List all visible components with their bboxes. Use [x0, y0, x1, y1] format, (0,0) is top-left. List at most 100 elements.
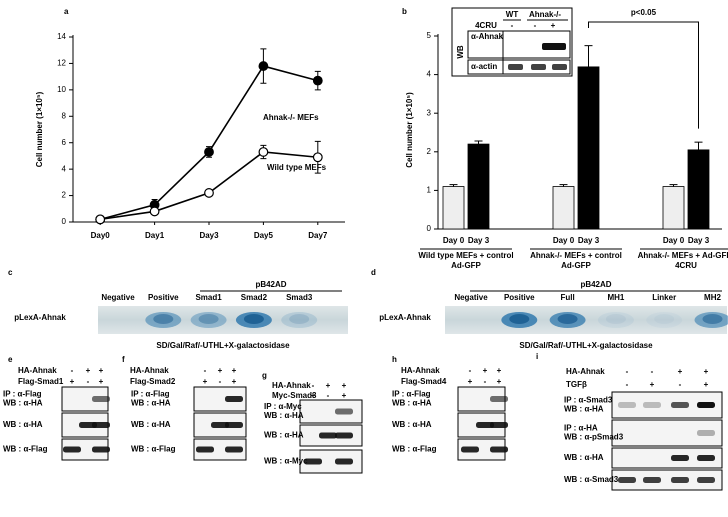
column-label: Smad1	[195, 293, 222, 302]
panel-letter: e	[8, 355, 13, 364]
column-label: Positive	[148, 293, 179, 302]
y-tick-label: 14	[57, 32, 66, 41]
treatment-sign: +	[497, 366, 502, 375]
treatment-sign: +	[650, 380, 655, 389]
panel-letter: g	[262, 371, 267, 380]
colony-core	[198, 314, 219, 324]
blot-label: WB : α-Flag	[3, 445, 48, 454]
blot-label: WB : α-Flag	[392, 445, 437, 454]
treatment-sign: +	[311, 391, 316, 400]
y-axis-title: Cell number (1×10⁵)	[405, 92, 414, 168]
band	[335, 408, 353, 415]
blot-label: IP : α-Flag	[3, 390, 42, 399]
series-line	[100, 151, 318, 221]
x-tick-label: Day5	[254, 231, 274, 240]
x-tick-label: Day0	[91, 231, 111, 240]
bar	[442, 186, 465, 230]
inset-treatment: 4CRU	[475, 21, 497, 30]
treatment-sign: +	[326, 381, 331, 390]
column-label: Linker	[652, 293, 676, 302]
band	[225, 446, 243, 453]
band	[508, 64, 523, 70]
blot-label: α-Ahnak	[471, 32, 504, 41]
treatment-sign: -	[219, 377, 222, 386]
treatment-sign: +	[99, 366, 104, 375]
treatment-sign: +	[704, 367, 709, 376]
blot-frame	[611, 447, 723, 469]
band	[319, 432, 337, 439]
treatment-sign: -	[626, 380, 629, 389]
panel-letter: a	[64, 7, 69, 16]
band	[643, 477, 661, 483]
blot-frame	[299, 449, 363, 474]
treatment-label: Flag-Smad4	[401, 377, 447, 386]
data-point	[312, 75, 323, 86]
colony-core	[702, 314, 723, 324]
colony	[190, 312, 227, 328]
treatment-sign: -	[626, 367, 629, 376]
treatment-sign: +	[99, 377, 104, 386]
treatment-sign: +	[342, 391, 347, 400]
treatment-label: Flag-Smad1	[18, 377, 64, 386]
column-label: MH1	[607, 293, 624, 302]
blot-frame	[193, 438, 247, 461]
treatment-label: HA-Ahnak	[401, 366, 440, 375]
panel-letter: i	[536, 352, 538, 361]
band	[618, 477, 636, 483]
treatment-sign: +	[232, 377, 237, 386]
column-label: Negative	[101, 293, 135, 302]
band	[304, 458, 322, 465]
blot-label: IP : α-Flag	[392, 390, 431, 399]
column-label: MH2	[704, 293, 721, 302]
blot-label: WB : α-HA	[392, 420, 432, 429]
treatment-sign: +	[704, 380, 709, 389]
y-tick-label: 8	[62, 111, 67, 120]
data-point	[258, 147, 269, 157]
bar	[577, 66, 600, 230]
blot-frame	[611, 419, 723, 447]
column-label: Positive	[504, 293, 535, 302]
blot-label: IP : α-HA	[564, 424, 598, 433]
y-tick-label: 0	[427, 224, 432, 233]
bar	[662, 186, 685, 230]
treatment-sign: +	[483, 366, 488, 375]
treatment-sign: +	[70, 377, 75, 386]
blot-label: WB : α-Flag	[131, 445, 176, 454]
band	[697, 455, 715, 461]
plate-strip	[98, 306, 348, 334]
data-point	[204, 188, 214, 198]
treatment-sign: -	[327, 391, 330, 400]
bar-label: Day 3	[688, 236, 710, 245]
blot-frame	[611, 469, 723, 491]
y-tick-label: 5	[427, 31, 432, 40]
caption: SD/Gal/Raf/-UTHL+X-galactosidase	[519, 341, 653, 350]
treatment-sign: +	[468, 377, 473, 386]
category-label: Wild type MEFs + control Ad-GFP	[418, 251, 514, 270]
blot-label: IP : α-Flag	[131, 390, 170, 399]
blot-label: WB : α-HA	[564, 453, 604, 462]
bar-label: Day 3	[578, 236, 600, 245]
colony	[646, 312, 683, 328]
row-label: pLexA-Ahnak	[14, 313, 66, 322]
blot-label: WB : α-HA	[264, 411, 304, 420]
band	[552, 64, 567, 70]
band	[335, 432, 353, 439]
treatment-sign: +	[342, 381, 347, 390]
y-tick-label: 3	[427, 108, 432, 117]
band	[211, 422, 229, 428]
series-label: Ahnak-/- MEFs	[263, 113, 319, 122]
treatment-label: HA-Ahnak	[272, 381, 311, 390]
treatment-sign: -	[484, 377, 487, 386]
y-tick-label: 6	[62, 138, 67, 147]
x-tick-label: Day3	[199, 231, 219, 240]
data-point	[149, 206, 160, 217]
band	[671, 477, 689, 483]
y-tick-label: 12	[57, 59, 66, 68]
inset-sign: -	[511, 21, 514, 30]
blot-label: WB : α-HA	[3, 420, 43, 429]
treatment-label: HA-Ahnak	[130, 366, 169, 375]
x-tick-label: Day1	[145, 231, 165, 240]
treatment-sign: -	[87, 377, 90, 386]
caption: SD/Gal/Raf/-UTHL+X-galactosidase	[156, 341, 290, 350]
